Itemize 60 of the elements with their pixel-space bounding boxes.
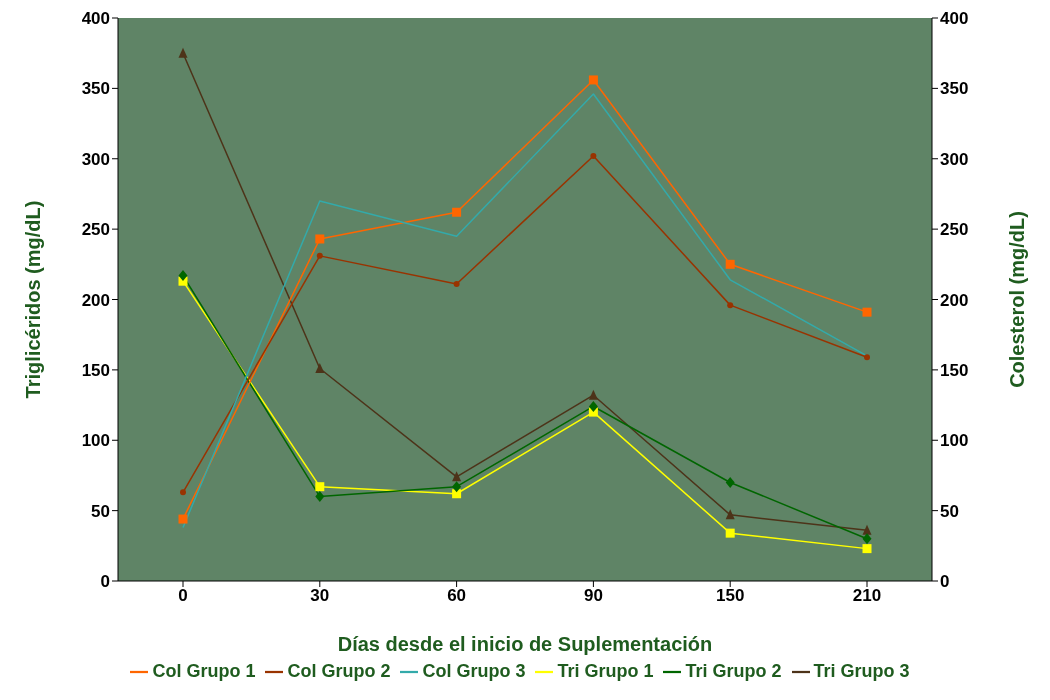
point <box>180 489 186 496</box>
y-tick-label: 250 <box>81 220 110 240</box>
y-tick-label: 0 <box>100 572 110 592</box>
point <box>178 270 188 282</box>
point <box>862 544 872 554</box>
y2-tick-label: 50 <box>940 501 959 521</box>
point <box>727 302 734 309</box>
point <box>316 252 323 259</box>
point <box>862 307 872 317</box>
x-tick-label: 150 <box>716 586 745 606</box>
point <box>588 389 598 400</box>
y2-tick-label: 100 <box>940 431 969 451</box>
point <box>452 481 462 493</box>
point <box>588 75 598 85</box>
point <box>725 259 735 269</box>
x-tick-label: 30 <box>310 586 330 606</box>
point <box>178 47 188 58</box>
point <box>862 524 872 535</box>
point <box>862 533 872 545</box>
x-axis-title: Días desde el inicio de Suplementación <box>337 633 713 655</box>
y2-tick-label: 200 <box>940 290 969 310</box>
point <box>590 152 597 159</box>
legend-label: Tri Grupo 2 <box>685 661 782 681</box>
y2-tick-label: 150 <box>940 360 969 380</box>
y-axis-title: Triglicéridos (mg/dL) <box>22 200 45 399</box>
y2-tick-label: 300 <box>940 149 969 169</box>
y2-tick-label: 250 <box>940 220 969 240</box>
legend-label: Tri Grupo 3 <box>813 661 910 681</box>
legend-label: Col Grupo 2 <box>287 661 391 681</box>
point <box>452 471 462 482</box>
point <box>315 491 325 503</box>
point <box>315 362 325 373</box>
point <box>588 400 598 412</box>
point <box>315 482 325 492</box>
x-tick-label: 60 <box>447 586 467 606</box>
y2-tick-label: 350 <box>940 79 969 99</box>
y2-tick-label: 0 <box>940 572 950 592</box>
x-tick-label: 0 <box>178 586 188 606</box>
point <box>725 476 735 488</box>
point <box>178 514 188 524</box>
point <box>864 354 870 361</box>
x-tick-label: 90 <box>583 586 603 606</box>
y-tick-label: 400 <box>81 9 110 29</box>
y2-axis-title: Colesterol (mg/dL) <box>1006 211 1029 388</box>
legend-label: Col Grupo 1 <box>152 661 256 681</box>
legend-label: Tri Grupo 1 <box>557 661 654 681</box>
legend-label: Col Grupo 3 <box>422 661 526 681</box>
y-tick-label: 300 <box>81 149 110 169</box>
y-tick-label: 150 <box>81 360 110 380</box>
point <box>453 281 460 288</box>
y-tick-label: 50 <box>91 501 110 521</box>
y-tick-label: 200 <box>81 290 110 310</box>
point <box>452 207 462 217</box>
point <box>315 234 325 244</box>
point <box>725 509 735 520</box>
point <box>725 528 735 538</box>
y-tick-label: 350 <box>81 79 110 99</box>
y-tick-label: 100 <box>81 431 110 451</box>
x-tick-label: 210 <box>852 586 882 606</box>
y2-tick-label: 400 <box>940 9 969 29</box>
